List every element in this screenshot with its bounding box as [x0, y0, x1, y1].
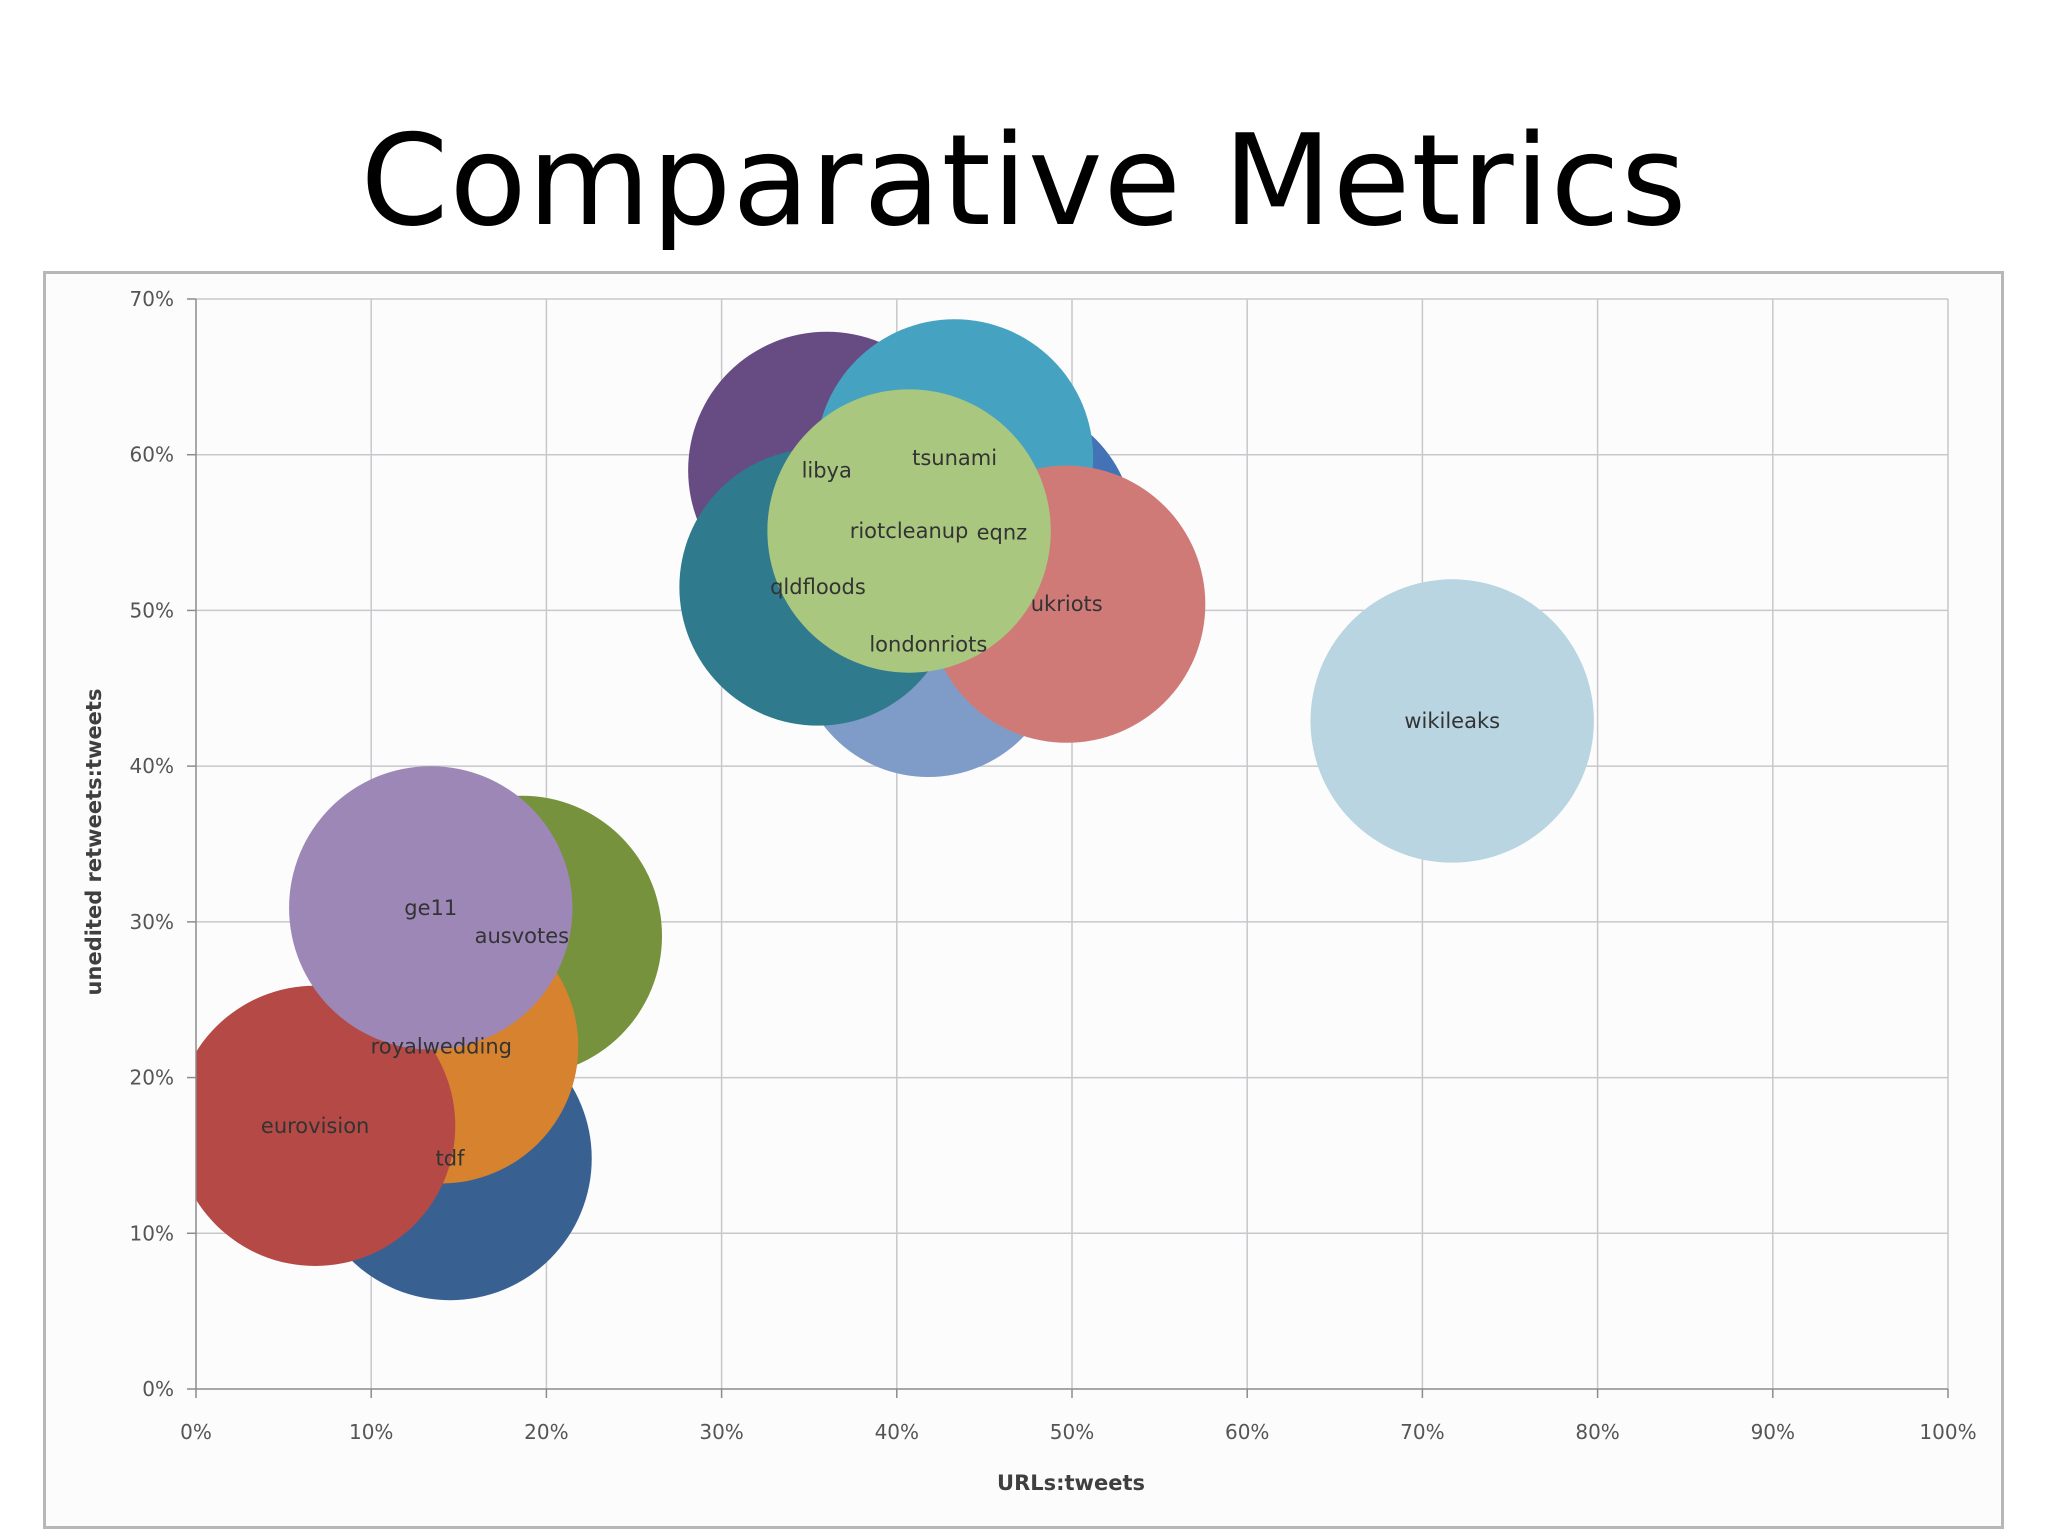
x-tick-label: 30%: [699, 1420, 743, 1444]
x-tick-label: 40%: [875, 1420, 919, 1444]
bubble-label-riotcleanup: riotcleanup: [850, 519, 969, 543]
bubble-label-londonriots: londonriots: [869, 633, 987, 657]
bubble-layer: [196, 319, 1594, 1301]
bubble-label-eurovision: eurovision: [261, 1114, 369, 1138]
x-tick-label: 70%: [1400, 1420, 1444, 1444]
y-tick-label: 70%: [130, 287, 174, 311]
bubble-wikileaks: [1310, 579, 1594, 863]
bubble-label-qldfloods: qldfloods: [770, 575, 866, 599]
bubble-label-tdf: tdf: [436, 1147, 466, 1171]
bubble-label-tsunami: tsunami: [912, 446, 997, 470]
bubble-ge11: [289, 766, 573, 1050]
x-tick-label: 60%: [1225, 1420, 1269, 1444]
bubble-label-wikileaks: wikileaks: [1404, 709, 1500, 733]
bubble-label-eqnz: eqnz: [977, 521, 1028, 545]
bubble-label-ausvotes: ausvotes: [475, 924, 570, 948]
axis-layer: 0% 10% 20% 30% 40% 50% 60% 70% 80% 90% 100% 0% 10% 20…: [130, 287, 1977, 1444]
bubble-label-royalwedding: royalwedding: [371, 1034, 512, 1058]
y-tick-label: 30%: [130, 910, 174, 934]
x-tick-label: 20%: [524, 1420, 568, 1444]
y-tick-label: 10%: [130, 1221, 174, 1245]
x-tick-label: 50%: [1050, 1420, 1094, 1444]
y-tick-label: 0%: [142, 1377, 174, 1401]
bubble-label-ukriots: ukriots: [1031, 592, 1103, 616]
bubble-label-libya: libya: [802, 458, 852, 482]
y-tick-label: 60%: [130, 443, 174, 467]
x-tick-label: 80%: [1575, 1420, 1619, 1444]
y-tick-label: 20%: [130, 1066, 174, 1090]
bubble-label-layer: tdf ausvotes royalwedding eurovision ge11 lib…: [261, 446, 1500, 1171]
x-tick-label: 100%: [1919, 1420, 1976, 1444]
slide-title: Comparative Metrics: [360, 107, 1688, 254]
y-tick-label: 50%: [130, 598, 174, 622]
x-tick-label: 10%: [349, 1420, 393, 1444]
x-tick-label: 90%: [1751, 1420, 1795, 1444]
x-tick-label: 0%: [180, 1420, 212, 1444]
x-axis-title: URLs:tweets: [997, 1471, 1145, 1495]
y-tick-label: 40%: [130, 754, 174, 778]
bubble-riotcleanup: [767, 389, 1051, 673]
bubble-label-ge11: ge11: [404, 896, 457, 920]
bubble-eurovision: [196, 985, 456, 1266]
y-axis-title: unedited retweets:tweets: [82, 689, 106, 996]
